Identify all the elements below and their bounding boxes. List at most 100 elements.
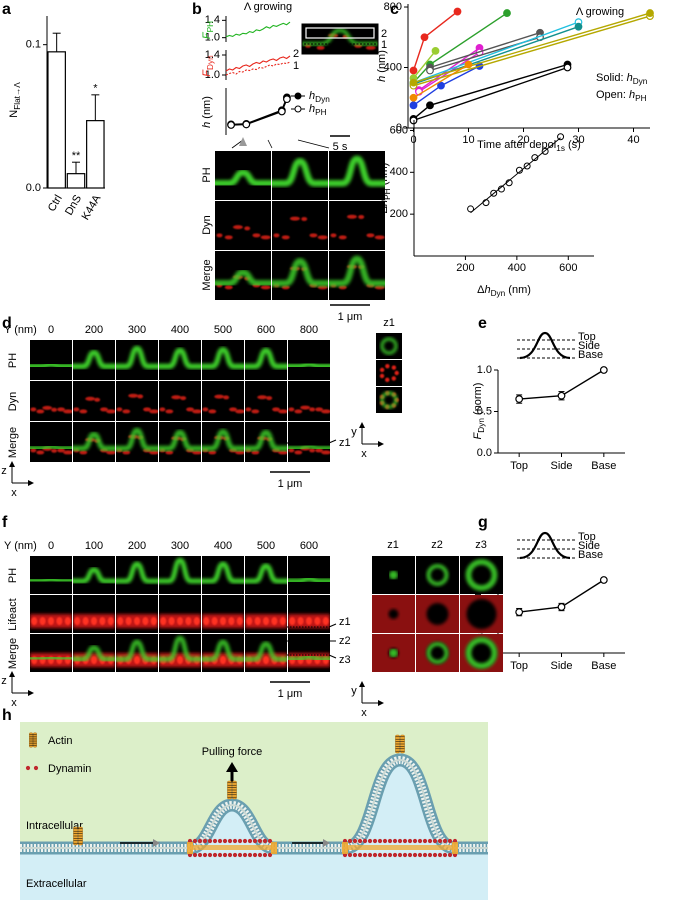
y-axis-label: NFlat→Λ <box>8 82 22 118</box>
x-tick-label: Base <box>591 660 616 672</box>
dynamin-dot <box>447 852 453 858</box>
y-tick-label: 1.4 <box>205 49 220 61</box>
dynamin-dot <box>362 838 368 844</box>
data-point <box>464 60 473 69</box>
data-line <box>231 98 288 126</box>
dynamin-dot <box>377 838 383 844</box>
arrow-head <box>9 461 15 467</box>
red-signal <box>116 407 123 412</box>
data-line <box>413 21 579 84</box>
series-label: 1 <box>293 60 299 72</box>
membrane-signal <box>272 258 328 287</box>
red-signal <box>232 225 243 230</box>
red-signal <box>36 409 45 414</box>
scale-label: 1 μm <box>278 478 303 490</box>
series-label: 2 <box>293 48 299 60</box>
y-tick-label: 0.5 <box>477 405 492 417</box>
dynamin-dot <box>437 838 443 844</box>
time-scale: 5 s <box>333 141 348 153</box>
y-tick-label: 1.0 <box>205 69 220 81</box>
data-point <box>482 199 490 207</box>
red-signal <box>223 395 230 400</box>
micrograph <box>245 634 287 672</box>
micrograph <box>159 381 201 421</box>
red-signal <box>160 617 167 626</box>
micrograph <box>73 556 115 594</box>
dynamin-dot <box>33 765 39 771</box>
micrograph <box>116 556 158 594</box>
micrograph <box>245 595 287 633</box>
micrograph <box>116 634 158 672</box>
x-tick-label: Top <box>510 460 528 472</box>
red-signal <box>128 393 139 398</box>
micrograph <box>288 634 330 672</box>
dynamin-dot <box>412 838 418 844</box>
dark-core <box>426 603 449 625</box>
dynamin-dot <box>357 838 363 844</box>
axis-name: x <box>361 448 367 460</box>
red-signal <box>306 617 312 626</box>
label-part: h <box>627 72 633 84</box>
column-header: 0 <box>48 324 54 336</box>
micrograph <box>245 422 287 462</box>
row-label: Lifeact <box>7 598 19 630</box>
membrane-signal <box>202 346 244 369</box>
red-signal <box>36 450 45 455</box>
red-signal <box>279 617 286 626</box>
dynamin-dot <box>387 838 393 844</box>
red-signal <box>301 217 308 222</box>
column-header: 500 <box>257 540 275 552</box>
dynamin-dot <box>232 852 238 858</box>
micrograph <box>73 595 115 633</box>
red-signal <box>63 450 72 455</box>
micrograph <box>272 151 328 200</box>
micrograph <box>30 595 72 633</box>
y-tick-label: 1.0 <box>205 32 220 44</box>
data-point <box>599 366 608 374</box>
y-tick-label: 200 <box>390 208 408 220</box>
data-line <box>429 32 541 69</box>
dynamin-dot <box>442 852 448 858</box>
panel-letter: h <box>2 707 12 724</box>
data-point <box>531 154 539 162</box>
legend-marker <box>294 92 302 100</box>
micrograph <box>372 595 415 633</box>
red-signal <box>254 617 261 626</box>
red-signal <box>235 450 244 455</box>
red-signal <box>278 409 287 414</box>
inset-label: 2 <box>381 28 387 40</box>
schematic-bump <box>519 531 571 560</box>
legend-marker <box>294 105 302 113</box>
axis-name: x <box>361 707 367 719</box>
red-signal <box>289 617 296 626</box>
micrograph-bg <box>73 340 115 380</box>
row-label: PH <box>7 353 19 368</box>
data-point <box>426 101 434 110</box>
actin-patch <box>342 842 348 854</box>
dynamin-dot <box>367 838 373 844</box>
data-point <box>409 93 418 102</box>
scale-label: 1 μm <box>338 311 363 323</box>
micrograph-bg <box>245 422 287 462</box>
actin-patch <box>271 842 277 854</box>
data-point <box>515 166 523 174</box>
dynamin-dot <box>232 838 238 844</box>
plane-label: z2 <box>339 635 351 647</box>
micrograph-bg <box>245 340 287 380</box>
dynamin-dot <box>197 852 203 858</box>
membrane-signal <box>30 655 72 662</box>
membrane-signal <box>302 28 378 46</box>
red-signal <box>159 407 166 412</box>
micrograph-bg <box>159 381 201 421</box>
data-point <box>541 147 549 155</box>
membrane-signal <box>426 641 449 665</box>
membrane-signal <box>116 345 158 369</box>
micrograph-bg <box>272 201 328 250</box>
actin-band <box>347 845 453 850</box>
dynamin-dot <box>252 838 258 844</box>
dynamin-dot <box>447 838 453 844</box>
red-signal <box>177 656 183 665</box>
membrane-signal <box>389 570 398 580</box>
schematic-label: Top <box>578 331 596 343</box>
label-part: F <box>472 431 484 439</box>
